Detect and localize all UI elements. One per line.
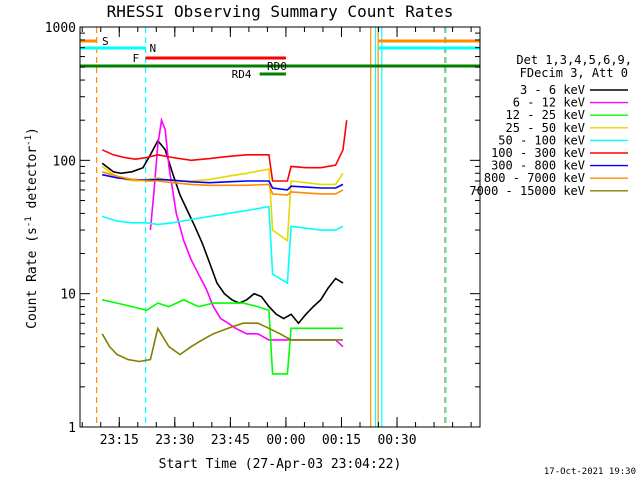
y-axis-label-part: ) <box>25 127 40 135</box>
y-axis-label-part: Count Rate (s <box>25 227 40 329</box>
y-tick-label: 1000 <box>45 21 76 36</box>
flag-label: F <box>133 52 140 65</box>
x-tick-label: 00:30 <box>377 433 416 448</box>
legend-label: 50 - 100 keV <box>498 133 585 147</box>
series-line <box>101 322 343 363</box>
y-axis-label-exponent: -1 <box>24 135 34 146</box>
legend-header-line-1: Det 1,3,4,5,6,9, <box>516 53 632 67</box>
y-axis-label: Count Rate (s-1 detector-1) <box>24 127 40 329</box>
series-line <box>102 298 343 375</box>
series-line <box>101 139 344 325</box>
y-tick-label: 100 <box>53 154 76 169</box>
x-tick-label: 23:30 <box>155 433 194 448</box>
legend-label: 12 - 25 keV <box>506 108 585 122</box>
flag-label: RD4 <box>232 68 252 81</box>
y-tick-label: 1 <box>68 421 76 436</box>
state-flags: S NF RD0 RD4 <box>80 35 480 81</box>
series-line <box>101 165 344 243</box>
legend-header-line-2: FDecim 3, Att 0 <box>520 66 628 80</box>
series-line <box>101 120 348 182</box>
legend-label: 25 - 50 keV <box>506 121 585 135</box>
data-series <box>101 117 348 375</box>
flag-label: RD0 <box>267 60 287 73</box>
legend-label: 100 - 300 keV <box>491 146 585 160</box>
x-axis-ticks: 23:15 23:30 23:45 00:00 00:15 00:30 <box>81 27 472 448</box>
legend-label: 6 - 12 keV <box>513 96 585 110</box>
series-line <box>101 205 344 285</box>
x-tick-label: 23:45 <box>211 433 250 448</box>
vertical-markers <box>96 27 447 427</box>
legend-label: 300 - 800 keV <box>491 159 585 173</box>
legend-label: 800 - 7000 keV <box>484 171 585 185</box>
x-axis-label: Start Time (27-Apr-03 23:04:22) <box>159 457 402 472</box>
legend-label: 3 - 6 keV <box>520 83 585 97</box>
flag-label: S <box>102 35 109 48</box>
chart-title: RHESSI Observing Summary Count Rates <box>107 2 454 21</box>
x-tick-label: 00:15 <box>322 433 361 448</box>
flag-label: N <box>150 42 157 55</box>
footer-date: 17-Oct-2021 19:30 <box>544 467 636 477</box>
y-tick-label: 10 <box>60 288 76 303</box>
legend-label: 7000 - 15000 keV <box>469 184 585 198</box>
plot-frame <box>79 26 481 428</box>
x-tick-label: 23:15 <box>100 433 139 448</box>
y-axis-label-part: detector <box>25 146 40 217</box>
x-tick-label: 00:00 <box>266 433 305 448</box>
y-axis-ticks: 1 10 100 1000 <box>45 21 480 436</box>
y-axis-label-exponent: -1 <box>24 216 34 227</box>
series-line <box>101 171 344 196</box>
